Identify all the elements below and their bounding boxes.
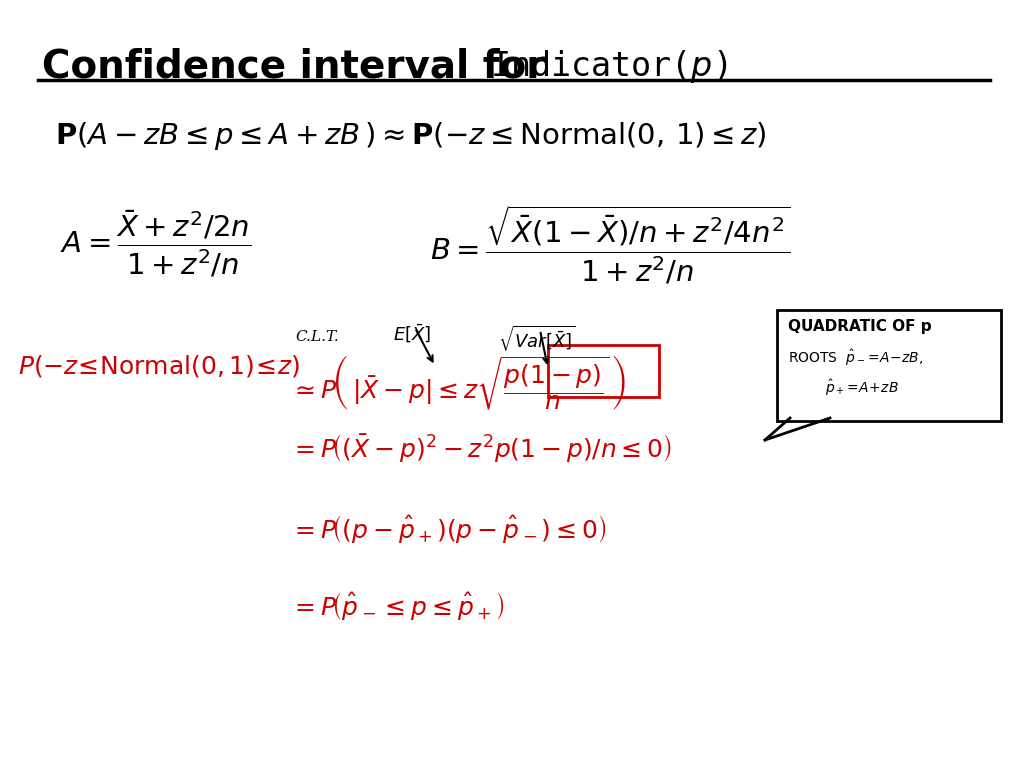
Text: $\simeq P\!\left(\,|\bar{X}-p| \leq z\sqrt{\dfrac{p(1-p)}{n}}\,\right)$: $\simeq P\!\left(\,|\bar{X}-p| \leq z\sq…	[290, 353, 627, 412]
Text: C.L.T.: C.L.T.	[295, 330, 339, 344]
Text: Indicator($p$): Indicator($p$)	[490, 48, 727, 85]
Text: $\mathbf{P}(A - \mathit{z}B \leq p \leq A + \mathit{z}B\,) \approx \mathbf{P}(-\: $\mathbf{P}(A - \mathit{z}B \leq p \leq …	[55, 120, 767, 152]
Text: Confidence interval for: Confidence interval for	[42, 48, 546, 86]
FancyBboxPatch shape	[777, 310, 1001, 421]
Text: ROOTS  $\hat{p}_-\!=\!A\!-\!zB,$: ROOTS $\hat{p}_-\!=\!A\!-\!zB,$	[788, 348, 924, 368]
Text: QUADRATIC OF p: QUADRATIC OF p	[788, 319, 932, 334]
Text: $= P\!\left((\bar{X}-p)^2 - z^2p(1-p)/n \leq 0\right)$: $= P\!\left((\bar{X}-p)^2 - z^2p(1-p)/n …	[290, 433, 672, 465]
Text: $P(-z \!\leq\! \mathrm{Normal}(0,1) \!\leq\! z)$: $P(-z \!\leq\! \mathrm{Normal}(0,1) \!\l…	[18, 353, 300, 379]
Text: $A = \dfrac{\bar{X} + \mathit{z}^2/2n}{1 + \mathit{z}^2/n}$: $A = \dfrac{\bar{X} + \mathit{z}^2/2n}{1…	[60, 208, 251, 279]
Text: $\hat{p}_+\!=\!A\!+\!zB$: $\hat{p}_+\!=\!A\!+\!zB$	[825, 378, 899, 399]
Text: $\sqrt{Var[\bar{X}]}$: $\sqrt{Var[\bar{X}]}$	[498, 323, 575, 353]
Text: $B = \dfrac{\sqrt{\bar{X}(1-\bar{X})/n + \mathit{z}^2/4n^2}}{1 + \mathit{z}^2/n}: $B = \dfrac{\sqrt{\bar{X}(1-\bar{X})/n +…	[430, 203, 791, 286]
Text: $E[\bar{X}]$: $E[\bar{X}]$	[393, 323, 431, 345]
Text: $= P\!\left((p - \hat{p}_+)(p - \hat{p}_-) \leq 0\right)$: $= P\!\left((p - \hat{p}_+)(p - \hat{p}_…	[290, 513, 606, 545]
Text: $= P\!\left(\hat{p}_- \leq p \leq \hat{p}_+\right)$: $= P\!\left(\hat{p}_- \leq p \leq \hat{p…	[290, 590, 505, 622]
